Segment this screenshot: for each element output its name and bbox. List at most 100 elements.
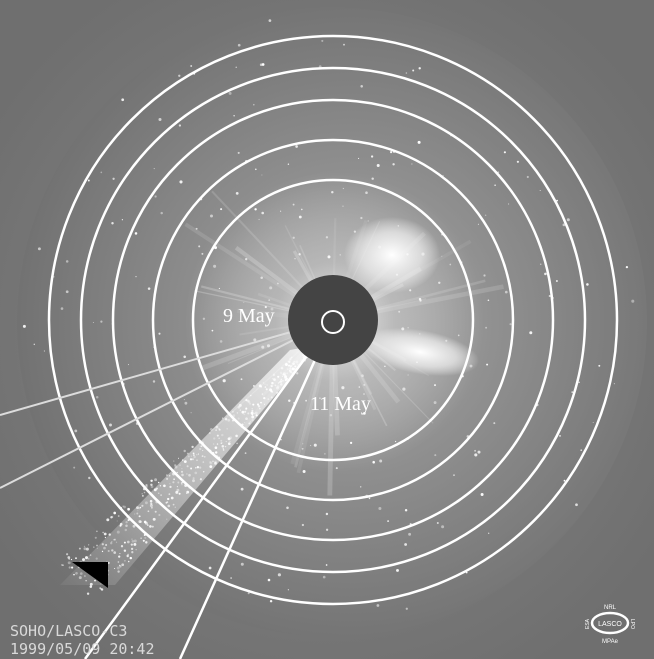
streamer-ray <box>200 285 290 310</box>
star <box>477 223 479 225</box>
tail-speck <box>194 471 198 475</box>
tail-speck <box>150 485 154 489</box>
star <box>261 63 265 66</box>
star <box>493 422 496 425</box>
streamer-ray <box>227 336 292 365</box>
ring-3 <box>111 98 555 542</box>
tail-speck <box>279 381 281 383</box>
star <box>509 323 512 326</box>
tail-speck <box>147 510 150 513</box>
lasco-logo: LASCO NRL MPAe ESA LPO <box>585 605 635 645</box>
tail-speck <box>193 454 195 456</box>
tail-speck <box>249 421 252 423</box>
star <box>529 331 533 335</box>
tail-speck <box>281 375 284 378</box>
tail-speck <box>190 467 193 470</box>
tail-speck <box>222 449 225 451</box>
tail-speck <box>111 541 113 543</box>
tail-speck <box>183 449 186 453</box>
streamer-ray <box>236 308 289 318</box>
tail-speck <box>193 455 196 459</box>
tail-speck <box>94 536 97 539</box>
tail-speck <box>114 567 116 570</box>
tail-speck <box>116 566 120 570</box>
tail-speck <box>218 428 221 431</box>
tail-speck <box>250 411 254 415</box>
star <box>160 211 163 215</box>
tail-speck <box>271 381 274 385</box>
tail-speck <box>225 441 227 443</box>
tail-speck <box>169 475 171 477</box>
tail-speck <box>94 579 96 582</box>
tail-speck <box>173 478 175 480</box>
logo-bottom-text: MPAe <box>602 639 619 645</box>
tail-speck <box>150 479 153 483</box>
star <box>322 575 326 579</box>
tail-speck <box>119 553 121 555</box>
tail-speck <box>302 354 304 357</box>
tail-speck <box>216 443 219 445</box>
tail-speck <box>117 515 120 517</box>
star <box>33 343 36 346</box>
star <box>190 65 193 67</box>
track-line-1 <box>0 319 334 416</box>
tail-speck <box>127 553 129 556</box>
tail-speck <box>157 481 160 484</box>
tail-speck <box>138 520 142 524</box>
tail-speck <box>113 511 117 515</box>
tail-speck <box>255 414 258 417</box>
tail-speck <box>290 371 292 373</box>
tail-speck <box>85 547 89 551</box>
tail-speck <box>186 490 190 494</box>
star <box>269 599 273 603</box>
tail-speck <box>169 485 172 489</box>
star <box>343 43 345 46</box>
tail-speck <box>126 554 129 558</box>
star <box>184 401 188 405</box>
tail-speck <box>282 373 285 376</box>
tail-speck <box>124 559 126 562</box>
tail-speck <box>289 367 292 369</box>
star <box>190 412 192 414</box>
tail-speck <box>264 383 266 385</box>
star <box>483 274 486 277</box>
tail-speck <box>132 524 136 528</box>
tail-speck <box>113 538 116 541</box>
tail-speck <box>123 505 126 509</box>
tail-speck <box>272 378 274 380</box>
star <box>405 72 408 74</box>
tail-speck <box>163 484 166 488</box>
tail-speck <box>224 445 227 448</box>
tail-speck <box>133 542 137 546</box>
star <box>404 508 408 512</box>
tail-speck <box>159 485 162 487</box>
streamer-ray <box>332 364 340 436</box>
tail-speck <box>166 474 168 476</box>
star <box>208 566 212 570</box>
tail-speck <box>116 520 118 522</box>
tail-speck <box>103 546 106 550</box>
tail-speck <box>229 440 231 443</box>
tail-speck <box>138 508 140 510</box>
star <box>183 399 185 401</box>
tail-speck <box>215 429 217 431</box>
star <box>408 532 412 536</box>
tail-speck <box>209 461 211 463</box>
tail-speck <box>228 442 231 446</box>
tail-speck <box>256 403 260 406</box>
tail-speck <box>154 510 157 513</box>
tail-speck <box>201 455 204 458</box>
date-label-9-may: 9 May <box>223 305 275 327</box>
tail-speck <box>192 477 195 480</box>
tail-speck <box>75 571 78 575</box>
star <box>376 164 380 167</box>
streamer-ray <box>290 362 323 465</box>
star <box>154 195 157 198</box>
sun-position-marker <box>321 310 345 334</box>
tail-speck <box>272 374 275 377</box>
tail-speck <box>239 409 241 411</box>
tail-speck <box>243 421 246 424</box>
tail-speck <box>274 384 277 387</box>
tail-speck <box>130 543 133 546</box>
tail-speck <box>186 465 189 468</box>
